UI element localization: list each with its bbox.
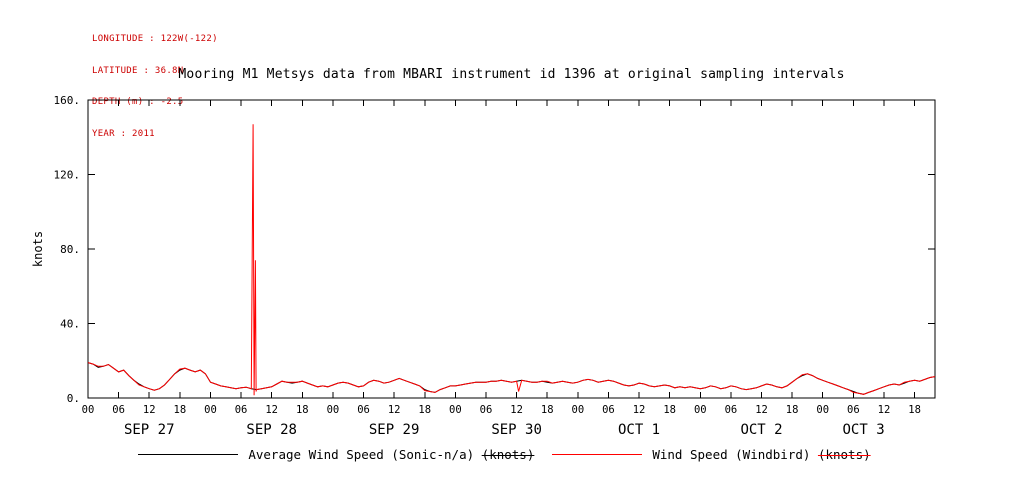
- day-label: SEP 30: [491, 422, 542, 438]
- y-tick-label: 160.: [54, 94, 81, 107]
- x-tick-label: 06: [847, 404, 860, 416]
- axis-labels: 00 06 12 18 00 06 12 18 00 06 12 18 00 06 12 18 00 06 12 18…: [31, 94, 921, 438]
- x-tick-label: 18: [786, 404, 799, 416]
- x-tick-label: 12: [510, 404, 523, 416]
- plot-box: [87, 99, 936, 399]
- x-tick-label: 12: [388, 404, 401, 416]
- y-tick-label: 120.: [54, 169, 81, 182]
- legend-item-windbird: Wind Speed (Windbird) (knots): [552, 447, 871, 462]
- y-axis-title: knots: [31, 231, 45, 267]
- day-label: OCT 1: [618, 422, 660, 438]
- x-tick-label: 12: [143, 404, 156, 416]
- x-tick-label: 06: [725, 404, 738, 416]
- legend-unit-sonic: (knots): [481, 447, 535, 462]
- legend-line-sample-windbird: [552, 454, 643, 455]
- legend-line-sample-sonic: [138, 454, 239, 455]
- series-line-0: [87, 362, 936, 395]
- x-tick-label: 18: [418, 404, 431, 416]
- legend-label-windbird: Wind Speed (Windbird) (knots): [652, 447, 871, 462]
- x-tick-label: 12: [633, 404, 646, 416]
- x-tick-label: 00: [694, 404, 707, 416]
- x-tick-label: 00: [204, 404, 217, 416]
- legend-unit-windbird: (knots): [817, 447, 871, 462]
- day-label: SEP 27: [124, 422, 175, 438]
- x-tick-label: 12: [755, 404, 768, 416]
- day-label: OCT 2: [740, 422, 782, 438]
- legend-item-sonic: Average Wind Speed (Sonic-n/a) (knots): [138, 447, 534, 462]
- y-tick-label: 40.: [60, 318, 80, 331]
- x-tick-label: 18: [296, 404, 309, 416]
- y-tick-label: 80.: [60, 243, 80, 256]
- axes: [87, 99, 936, 399]
- x-tick-label: 06: [357, 404, 370, 416]
- x-tick-label: 06: [112, 404, 125, 416]
- x-tick-label: 12: [265, 404, 278, 416]
- legend-label-sonic: Average Wind Speed (Sonic-n/a) (knots): [248, 447, 535, 462]
- y-tick-label: 0.: [67, 392, 80, 405]
- day-label: SEP 29: [369, 422, 420, 438]
- x-tick-label: 00: [572, 404, 585, 416]
- x-tick-label: 18: [541, 404, 554, 416]
- metadata-line-depth: DEPTH (m) : -2.5: [92, 97, 184, 107]
- x-tick-label: 00: [327, 404, 340, 416]
- x-tick-label: 00: [82, 404, 95, 416]
- day-label: OCT 3: [842, 422, 884, 438]
- x-tick-label: 18: [174, 404, 187, 416]
- metadata-line-latitude: LATITUDE : 36.8N: [92, 65, 184, 76]
- legend: Average Wind Speed (Sonic-n/a) (knots) W…: [0, 447, 1009, 462]
- x-tick-label: 06: [602, 404, 615, 416]
- x-tick-label: 06: [235, 404, 248, 416]
- chart-title: Mooring M1 Metsys data from MBARI instru…: [178, 67, 845, 82]
- metadata-line-longitude: LONGITUDE : 122W(-122): [92, 34, 218, 44]
- x-tick-label: 00: [816, 404, 829, 416]
- series-line-1: [87, 124, 936, 396]
- x-tick-label: 18: [663, 404, 676, 416]
- metadata-block: LONGITUDE : 122W(-122) LATITUDE : 36.8N …: [92, 13, 218, 150]
- day-label: SEP 28: [246, 422, 297, 438]
- x-tick-label: 18: [908, 404, 921, 416]
- x-tick-label: 00: [449, 404, 462, 416]
- x-tick-label: 06: [480, 404, 493, 416]
- x-tick-label: 12: [878, 404, 891, 416]
- metadata-line-year: YEAR : 2011: [92, 128, 155, 139]
